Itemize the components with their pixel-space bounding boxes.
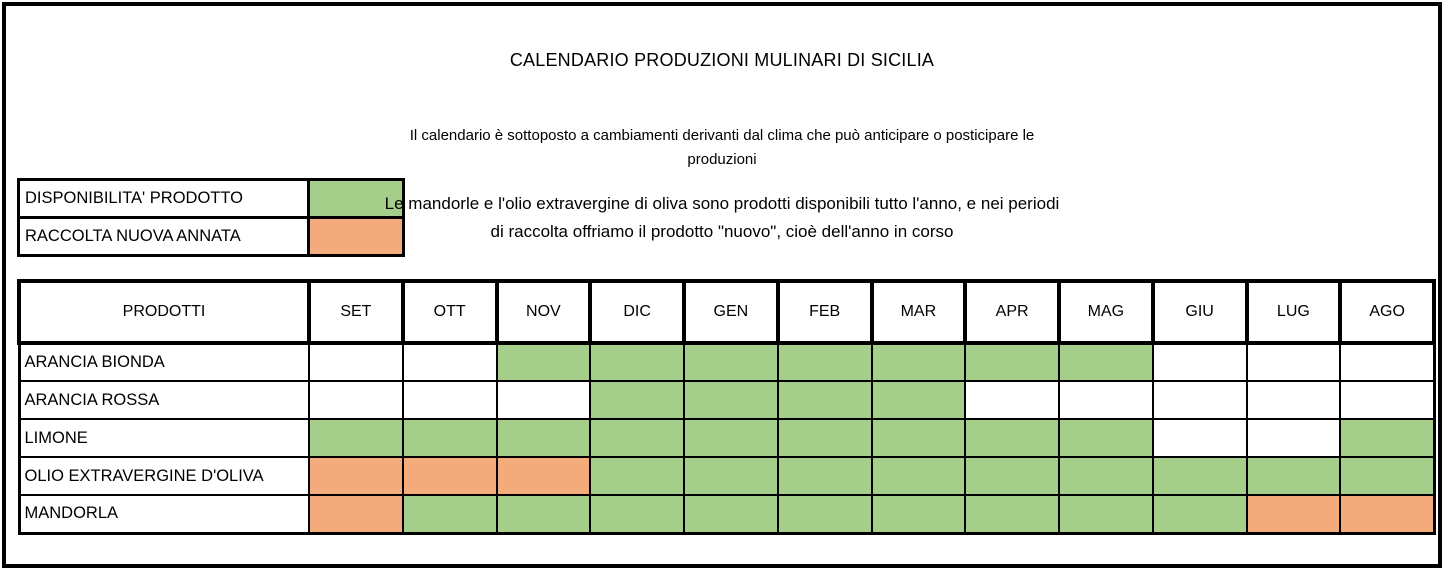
cell-available	[776, 380, 873, 420]
cell-empty	[1245, 342, 1342, 382]
cell-available	[589, 494, 685, 534]
col-header-month-ago: AGO	[1338, 279, 1436, 345]
cell-available	[776, 418, 873, 458]
col-header-month-ott: OTT	[400, 279, 499, 345]
cell-available	[1151, 494, 1248, 534]
cell-available	[589, 456, 685, 496]
cell-available	[964, 418, 1060, 458]
product-row: ARANCIA ROSSA	[18, 380, 1435, 420]
cell-empty	[401, 380, 498, 420]
cell-empty	[1245, 418, 1342, 458]
col-header-month-gen: GEN	[682, 279, 780, 345]
cell-available	[495, 342, 592, 382]
legend-row-harvest: RACCOLTA NUOVA ANNATA	[17, 216, 405, 257]
col-header-month-set: SET	[307, 279, 405, 345]
product-name: OLIO EXTRAVERGINE D'OLIVA	[18, 456, 310, 496]
legend-label-harvest: RACCOLTA NUOVA ANNATA	[17, 216, 310, 257]
col-header-month-giu: GIU	[1150, 279, 1249, 345]
product-name: MANDORLA	[18, 494, 310, 534]
cell-empty	[1339, 342, 1435, 382]
col-header-month-nov: NOV	[494, 279, 593, 345]
cell-available	[1151, 456, 1248, 496]
cell-available	[589, 342, 685, 382]
availability-color-swatch	[307, 178, 405, 219]
legend-label-availability: DISPONIBILITA' PRODOTTO	[17, 178, 310, 219]
product-name: ARANCIA ROSSA	[18, 380, 310, 420]
cell-available	[1339, 456, 1435, 496]
product-row: LIMONE	[18, 418, 1435, 458]
cell-available	[870, 418, 967, 458]
cell-available	[870, 380, 967, 420]
cell-available	[776, 342, 873, 382]
cell-available	[683, 380, 779, 420]
cell-empty	[308, 342, 404, 382]
cell-available	[401, 418, 498, 458]
cell-available	[964, 342, 1060, 382]
cell-available	[1058, 342, 1154, 382]
cell-available	[776, 456, 873, 496]
col-header-month-feb: FEB	[775, 279, 874, 345]
cell-available	[870, 494, 967, 534]
cell-empty	[1151, 418, 1248, 458]
col-header-month-mag: MAG	[1057, 279, 1155, 345]
page-title: CALENDARIO PRODUZIONI MULINARI DI SICILI…	[509, 50, 935, 70]
col-header-month-apr: APR	[963, 279, 1061, 345]
cell-available	[964, 494, 1060, 534]
cell-harvest	[308, 494, 404, 534]
legend-row-availability: DISPONIBILITA' PRODOTTO	[17, 178, 405, 219]
cell-available	[1058, 418, 1154, 458]
calendar-table: PRODOTTI SET OTT NOV DIC GEN FEB MAR APR MAG GIU LU…	[17, 279, 1436, 535]
product-row: OLIO EXTRAVERGINE D'OLIVA	[18, 456, 1435, 496]
note-text: Le mandorle e l'olio extravergine di oli…	[384, 194, 1060, 241]
cell-empty	[495, 380, 592, 420]
cell-empty	[1339, 380, 1435, 420]
cell-available	[870, 456, 967, 496]
cell-available	[964, 456, 1060, 496]
product-row: MANDORLA	[18, 494, 1435, 534]
cell-empty	[1151, 342, 1248, 382]
cell-harvest	[401, 456, 498, 496]
cell-available	[495, 494, 592, 534]
cell-available	[401, 494, 498, 534]
calendar-body: ARANCIA BIONDA ARANCIA ROSSA LIMONE OLIO EX…	[18, 342, 1435, 534]
cell-available	[870, 342, 967, 382]
cell-empty	[1245, 380, 1342, 420]
cell-available	[589, 418, 685, 458]
product-row: ARANCIA BIONDA	[18, 342, 1435, 382]
cell-available	[308, 418, 404, 458]
cell-harvest	[308, 456, 404, 496]
cell-available	[683, 342, 779, 382]
cell-available	[495, 418, 592, 458]
col-header-month-lug: LUG	[1244, 279, 1343, 345]
cell-available	[589, 380, 685, 420]
legend: DISPONIBILITA' PRODOTTO RACCOLTA NUOVA A…	[17, 178, 405, 257]
cell-empty	[964, 380, 1060, 420]
cell-available	[1245, 456, 1342, 496]
col-header-month-mar: MAR	[869, 279, 968, 345]
product-name: ARANCIA BIONDA	[18, 342, 310, 382]
cell-available	[1058, 456, 1154, 496]
harvest-color-swatch	[307, 216, 405, 257]
cell-available	[1058, 494, 1154, 534]
cell-available	[683, 494, 779, 534]
product-name: LIMONE	[18, 418, 310, 458]
cell-available	[1339, 418, 1435, 458]
cell-available	[683, 418, 779, 458]
cell-empty	[1151, 380, 1248, 420]
col-header-products: PRODOTTI	[17, 279, 311, 345]
cell-empty	[401, 342, 498, 382]
col-header-month-dic: DIC	[588, 279, 686, 345]
cell-harvest	[1339, 494, 1435, 534]
cell-available	[776, 494, 873, 534]
subtitle-text: Il calendario è sottoposto a cambiamenti…	[409, 127, 1035, 168]
cell-available	[683, 456, 779, 496]
cell-harvest	[495, 456, 592, 496]
cell-empty	[308, 380, 404, 420]
cell-empty	[1058, 380, 1154, 420]
cell-harvest	[1245, 494, 1342, 534]
calendar-header-row: PRODOTTI SET OTT NOV DIC GEN FEB MAR APR MAG GIU LU…	[17, 279, 1436, 345]
